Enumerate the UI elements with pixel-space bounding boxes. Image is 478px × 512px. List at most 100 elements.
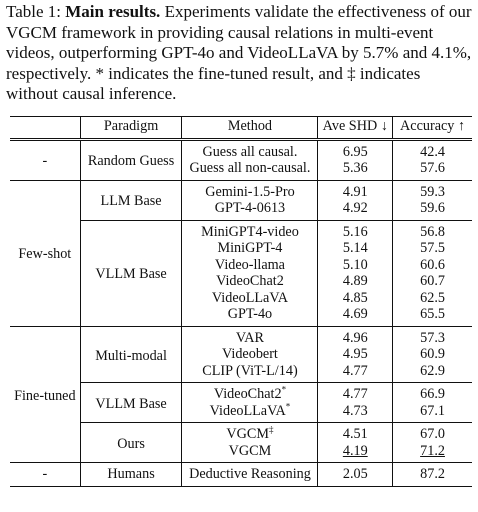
- table-row: VideoLLaVA 4.85 62.5: [10, 289, 472, 306]
- accuracy-cell: 62.5: [420, 289, 445, 306]
- header-paradigm: Paradigm: [80, 116, 183, 139]
- setting-cell: Fine-tuned: [10, 325, 81, 463]
- shd-cell: 4.92: [317, 200, 394, 220]
- method-cell: Video-llama: [181, 256, 319, 273]
- accuracy-cell: 65.5: [420, 306, 445, 322]
- shd-cell: 2.05: [317, 462, 394, 487]
- accuracy-cell: 60.9: [420, 346, 445, 362]
- method-cell: VGCM: [181, 442, 319, 463]
- shd-cell: 4.91: [317, 179, 394, 200]
- shd-cell: 5.36: [317, 160, 394, 180]
- method-name: VideoLLaVA: [209, 402, 286, 419]
- accuracy-cell: 87.2: [392, 462, 472, 487]
- accuracy-cell: 60.7: [420, 273, 445, 289]
- method-cell: VideoLLaVA: [181, 289, 319, 306]
- accuracy-cell: 67.1: [420, 402, 445, 419]
- accuracy-cell: 57.3: [392, 325, 472, 346]
- header-accuracy: Accuracy ↑: [400, 118, 466, 134]
- setting-cell: Few-shot: [10, 179, 81, 326]
- accuracy-cell: 57.6: [420, 160, 445, 176]
- table-row: Few-shot LLM Base Gemini-1.5-Pro 4.91 59…: [10, 179, 472, 326]
- table-row: GPT-4-0613 4.92 59.6: [10, 200, 472, 220]
- shd-cell: 4.19: [317, 442, 394, 463]
- method-cell: Guess all non-causal.: [181, 160, 319, 180]
- method-cell: VAR: [181, 325, 319, 346]
- finetuned-mark: *: [281, 384, 287, 395]
- finetuned-mark: *: [285, 400, 291, 411]
- paradigm-cell: Ours: [80, 422, 183, 463]
- table-row: VLLM Base MiniGPT4-video 5.16 56.8: [10, 219, 472, 326]
- header-row: Paradigm Method Ave SHD ↓ Accuracy ↑: [10, 116, 472, 139]
- caption-title: Main results.: [65, 2, 161, 21]
- paradigm-cell: Random Guess: [80, 139, 183, 180]
- method-cell: Videobert: [181, 346, 319, 363]
- shd-cell: 4.73: [317, 402, 394, 423]
- method-name: VGCM: [226, 426, 269, 442]
- method-cell: Gemini-1.5-Pro: [181, 179, 319, 200]
- shd-cell: 4.69: [317, 306, 394, 326]
- results-table: Paradigm Method Ave SHD ↓ Accuracy ↑ - R…: [10, 116, 472, 487]
- method-cell: MiniGPT-4: [181, 240, 319, 257]
- accuracy-cell: 67.0: [392, 422, 472, 443]
- table-row: Fine-tuned Multi-modal VAR 4.96 57.3: [10, 325, 472, 463]
- table-row: Video-llama 5.10 60.6: [10, 256, 472, 273]
- shd-cell: 4.51: [317, 422, 394, 443]
- shd-cell: 4.85: [317, 289, 394, 306]
- method-name: VideoChat2: [213, 386, 282, 402]
- paradigm-cell: VLLM Base: [80, 382, 183, 423]
- method-cell: Deductive Reasoning: [181, 462, 319, 487]
- shd-cell: 5.16: [317, 219, 394, 240]
- shd-cell: 4.96: [317, 325, 394, 346]
- table-row: Videobert 4.95 60.9: [10, 346, 472, 363]
- method-cell: CLIP (ViT-L/14): [181, 362, 319, 383]
- shd-cell: 4.77: [317, 362, 394, 383]
- table-row: VGCM 4.19 71.2: [10, 442, 472, 463]
- method-cell: VGCM‡: [181, 422, 319, 443]
- table-row: - Random Guess Guess all causal. 6.95 42…: [10, 139, 472, 180]
- accuracy-cell: 56.8: [392, 219, 472, 240]
- accuracy-cell: 42.4: [420, 143, 445, 160]
- shd-cell: 6.95: [317, 139, 394, 160]
- table-row: - Humans Deductive Reasoning 2.05 87.2: [10, 462, 472, 487]
- table-row: GPT-4o 4.69 65.5: [10, 306, 472, 326]
- method-cell: GPT-4-0613: [181, 200, 319, 220]
- header-setting: [10, 116, 81, 139]
- header-shd: Ave SHD ↓: [317, 116, 394, 139]
- table-row: CLIP (ViT-L/14) 4.77 62.9: [10, 362, 472, 383]
- paradigm-cell: Multi-modal: [80, 325, 183, 383]
- caption-label: Table 1:: [6, 2, 61, 21]
- caption-text: Experiments validate the effectiveness o…: [6, 2, 472, 103]
- shd-cell: 5.14: [317, 240, 394, 257]
- accuracy-cell: 71.2: [420, 442, 445, 459]
- method-cell: VideoLLaVA*: [181, 400, 319, 423]
- shd-cell: 5.10: [317, 256, 394, 273]
- method-cell: Guess all causal.: [181, 139, 319, 160]
- setting-cell: -: [10, 139, 81, 180]
- table-row: Guess all non-causal. 5.36 57.6: [10, 160, 472, 180]
- accuracy-cell: 57.5: [420, 240, 445, 256]
- shd-cell: 4.95: [317, 346, 394, 363]
- method-cell: GPT-4o: [181, 306, 319, 326]
- setting-cell: -: [10, 462, 81, 487]
- method-cell: MiniGPT4-video: [181, 219, 319, 240]
- accuracy-cell: 60.6: [420, 256, 445, 273]
- accuracy-cell: 59.6: [420, 200, 445, 216]
- shd-cell: 4.89: [317, 273, 394, 290]
- table-caption: Table 1: Main results. Experiments valid…: [6, 2, 474, 105]
- accuracy-cell: 62.9: [420, 362, 445, 379]
- table-row: VideoLLaVA* 4.73 67.1: [10, 400, 472, 423]
- accuracy-cell: 66.9: [392, 382, 472, 403]
- table-row: VLLM Base VideoChat2* 4.77 66.9: [10, 382, 472, 423]
- table-row: MiniGPT-4 5.14 57.5: [10, 240, 472, 257]
- shd-cell: 4.77: [317, 382, 394, 403]
- table-row: Ours VGCM‡ 4.51 67.0: [10, 422, 472, 463]
- header-method: Method: [181, 116, 319, 139]
- paradigm-cell: VLLM Base: [80, 219, 183, 326]
- paradigm-cell: Humans: [80, 462, 183, 487]
- paradigm-cell: LLM Base: [80, 179, 183, 220]
- table-row: VideoChat2 4.89 60.7: [10, 273, 472, 290]
- accuracy-cell: 59.3: [392, 179, 472, 200]
- method-cell: VideoChat2*: [181, 382, 319, 403]
- method-cell: VideoChat2: [181, 273, 319, 290]
- no-inference-mark: ‡: [268, 424, 274, 435]
